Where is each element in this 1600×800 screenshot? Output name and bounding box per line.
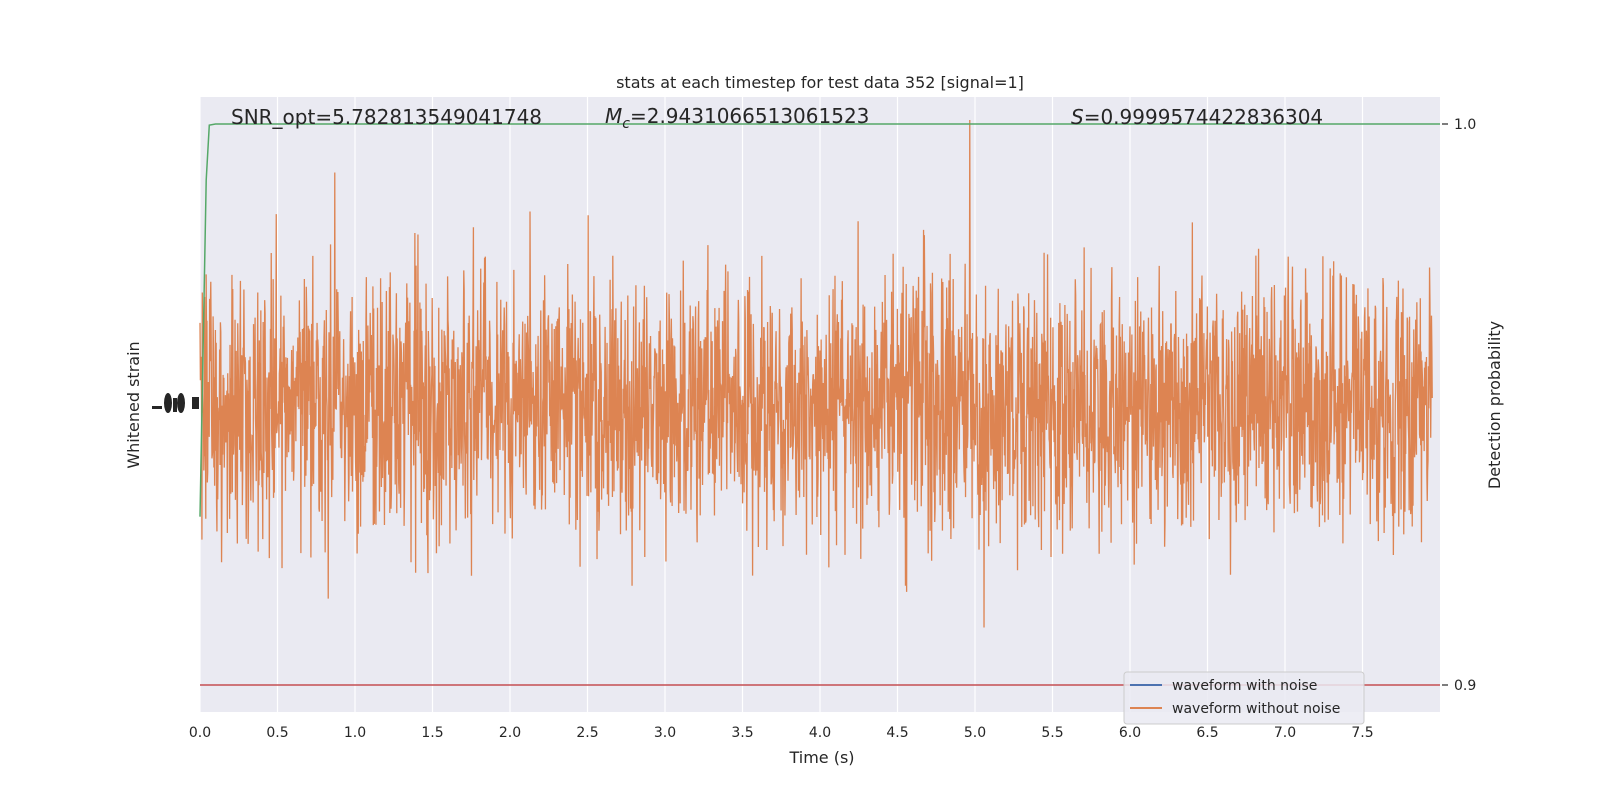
x-tick-label: 3.5 (731, 725, 753, 741)
s-value: =0.9999574422836304 (1084, 105, 1323, 129)
x-tick-label: 1.0 (344, 725, 366, 741)
x-tick-label: 2.0 (499, 725, 521, 741)
mc-value: =2.9431066513061523 (630, 104, 869, 128)
x-tick-label: 5.5 (1041, 725, 1063, 741)
right-tick-label: 1.0 (1454, 117, 1476, 133)
snr-annotation: SNR_opt=5.782813549041748 (231, 105, 542, 129)
y-axis-label-right: Detection probability (1485, 321, 1504, 489)
x-ticks: 0.0 0.5 1.0 1.5 2.0 2.5 3.0 3.5 4.0 4.5 5.0 5.5 6.0 6… (189, 725, 1374, 741)
x-tick-label: 6.0 (1119, 725, 1141, 741)
chart-title: stats at each timestep for test data 352… (616, 73, 1024, 92)
s-annotation: S=0.9999574422836304 (1071, 105, 1323, 129)
x-tick-label: 0.5 (266, 725, 288, 741)
mc-subscript: c (622, 116, 630, 132)
x-axis-label: Time (s) (788, 748, 854, 767)
x-tick-label: 2.5 (576, 725, 598, 741)
waveform-without-noise-line (199, 119, 1433, 628)
x-tick-label: 6.5 (1196, 725, 1218, 741)
right-tick-label: 0.9 (1454, 678, 1476, 694)
right-ticks: 0.9 1.0 (1442, 117, 1476, 694)
y-axis-label-left: Whitened strain (124, 341, 143, 468)
x-tick-label: 0.0 (189, 725, 211, 741)
x-tick-label: 7.5 (1351, 725, 1373, 741)
mc-annotation: Mc=2.9431066513061523 (605, 104, 869, 132)
x-tick-label: 4.5 (886, 725, 908, 741)
x-tick-label: 5.0 (964, 725, 986, 741)
left-axis-tick-cluster (152, 393, 199, 413)
detection-probability-line (199, 123, 1440, 517)
legend-label-without-noise: waveform without noise (1172, 701, 1340, 717)
legend: waveform with noise waveform without noi… (1123, 671, 1365, 725)
x-tick-label: 3.0 (654, 725, 676, 741)
x-tick-label: 7.0 (1274, 725, 1296, 741)
mc-symbol: M (605, 104, 622, 128)
x-tick-label: 1.5 (421, 725, 443, 741)
legend-label-with-noise: waveform with noise (1172, 678, 1317, 694)
s-symbol: S (1071, 105, 1084, 129)
legend-box (1123, 671, 1365, 725)
x-tick-label: 4.0 (809, 725, 831, 741)
